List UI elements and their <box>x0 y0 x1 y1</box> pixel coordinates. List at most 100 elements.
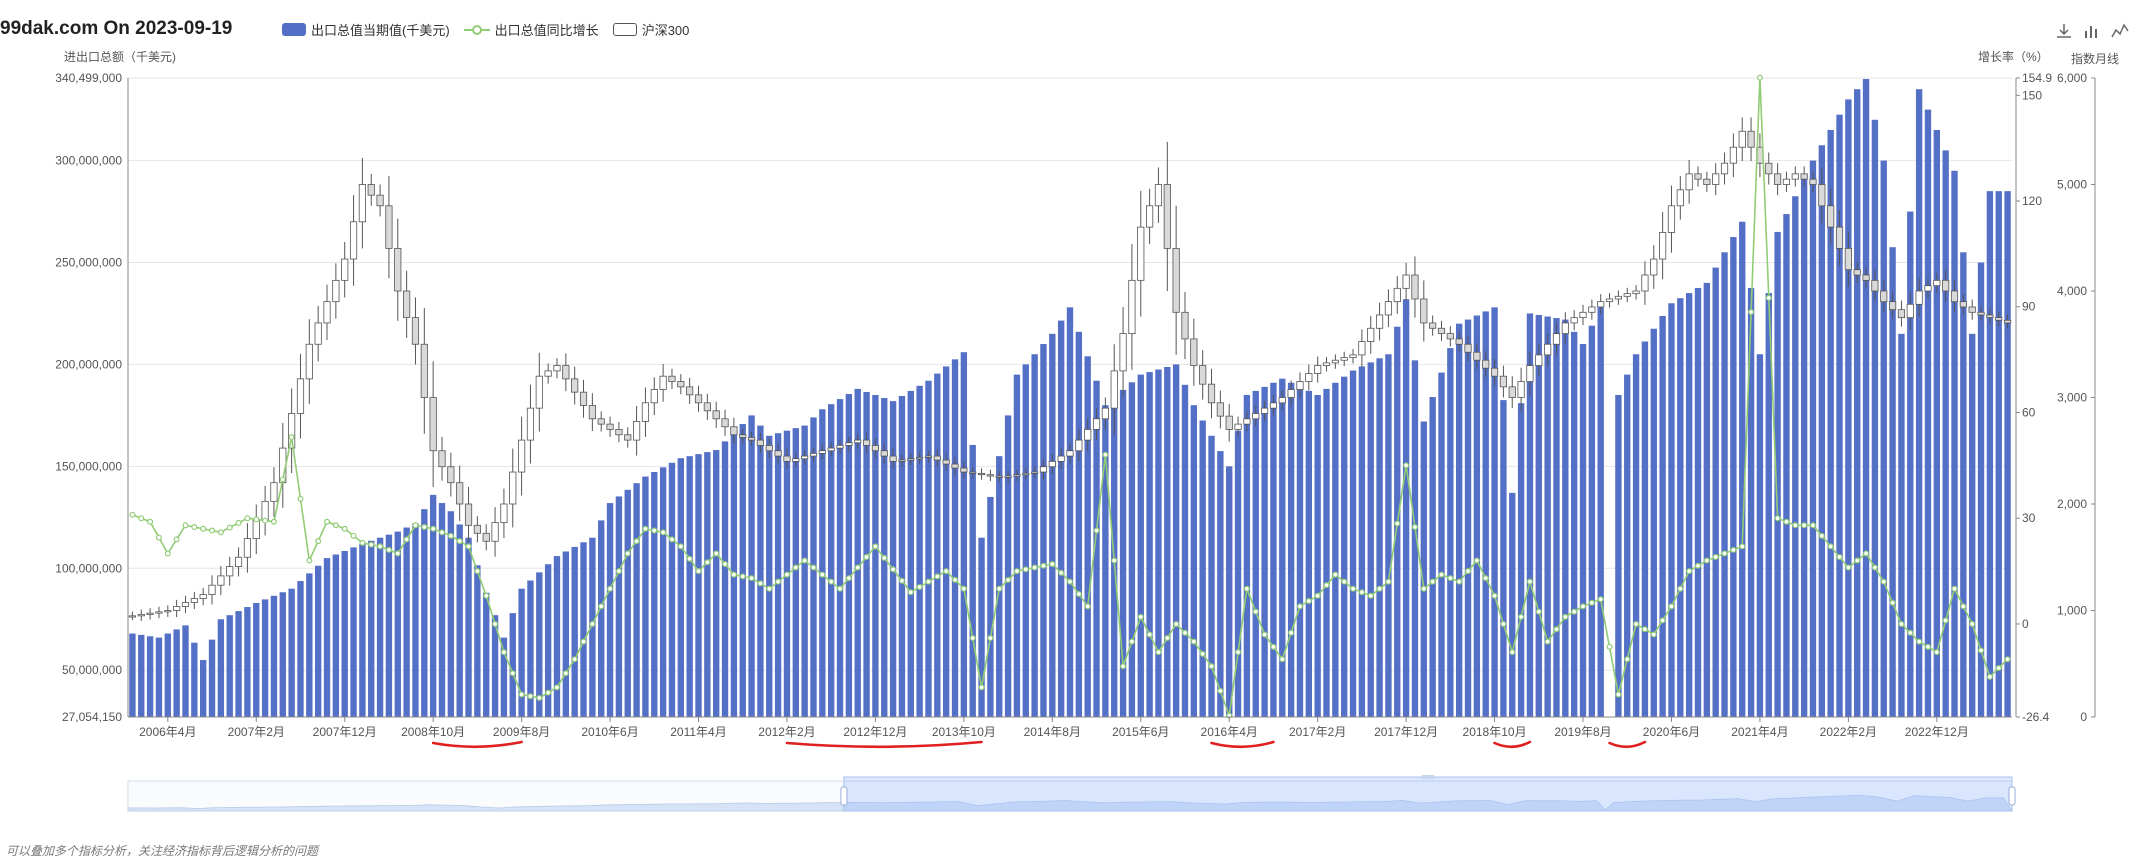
growth-point <box>633 538 640 545</box>
candle-body <box>288 413 296 449</box>
bar <box>1898 333 1905 717</box>
bar <box>1013 374 1021 717</box>
bar <box>598 520 605 717</box>
growth-point <box>1933 649 1940 656</box>
bar <box>465 537 472 717</box>
footnote: 可以叠加多个指标分析，关注经济指标背后逻辑分析的问题 <box>6 844 319 858</box>
candle-body <box>1287 389 1295 398</box>
candle-body <box>394 247 402 292</box>
candle-body <box>164 610 172 613</box>
growth-point <box>545 689 552 696</box>
bar <box>1544 316 1551 717</box>
legend-label-growth: 出口总值同比增长 <box>494 23 599 38</box>
bar <box>589 537 596 717</box>
bar <box>368 540 375 717</box>
x-tick-label: 2022年2月 <box>1820 725 1877 739</box>
bar <box>1650 328 1657 717</box>
growth-point <box>925 578 932 585</box>
bar <box>1208 435 1215 717</box>
candle-body <box>933 455 941 461</box>
x-tick-label: 2009年8月 <box>493 725 550 739</box>
legend-item-growth[interactable]: 出口总值同比增长 <box>463 20 599 39</box>
zoom-handle[interactable] <box>2008 786 2016 806</box>
y-mid-tick-label: 90 <box>2022 300 2036 314</box>
candle-body <box>1659 232 1667 260</box>
candle-body <box>1561 322 1569 335</box>
growth-point <box>1633 620 1640 627</box>
growth-point <box>1376 585 1383 592</box>
growth-point <box>1447 575 1454 582</box>
y-mid-tick-label: -26.4 <box>2022 710 2050 724</box>
candle-body <box>942 459 950 465</box>
bar <box>1721 252 1728 718</box>
growth-point <box>1385 578 1392 585</box>
candle-body <box>1791 173 1799 180</box>
bar-chart-icon[interactable] <box>2083 22 2101 40</box>
bar <box>1562 319 1569 717</box>
bar <box>757 425 764 717</box>
bar <box>1385 354 1392 717</box>
candle-body <box>1402 274 1410 289</box>
candle-body <box>1367 327 1375 342</box>
legend-label-hs300: 沪深300 <box>641 23 690 38</box>
growth-point <box>1836 553 1843 560</box>
zoom-move-handle[interactable] <box>1420 775 1435 779</box>
candle-body <box>1597 301 1605 308</box>
candle-body <box>871 445 879 452</box>
x-tick-label: 2010年6月 <box>581 725 638 739</box>
bar <box>1517 403 1525 717</box>
growth-point <box>828 578 835 585</box>
y-right-tick-label: 4,000 <box>2057 284 2087 298</box>
candle-body <box>1429 322 1437 329</box>
bar <box>306 573 313 717</box>
line-chart-icon[interactable] <box>2111 22 2129 40</box>
growth-point <box>1314 592 1321 599</box>
zoom-selected-range[interactable] <box>843 776 2013 812</box>
candle-body <box>349 221 358 260</box>
candle-body <box>588 405 596 420</box>
growth-point <box>881 554 888 561</box>
growth-point <box>456 538 463 545</box>
download-icon[interactable] <box>2055 22 2073 40</box>
growth-point <box>129 511 136 518</box>
growth-point <box>377 543 384 550</box>
y-mid-axis-title: 增长率（%） <box>1978 49 2049 64</box>
bar <box>509 613 516 717</box>
annotation-underline <box>1210 740 1275 749</box>
bar <box>960 352 968 717</box>
candle-body <box>535 375 543 409</box>
bar <box>1800 178 1808 718</box>
candle-body <box>403 290 411 319</box>
candle-body <box>1137 226 1145 281</box>
growth-point <box>1235 649 1242 656</box>
bar <box>1164 366 1171 717</box>
candle-body <box>376 194 384 207</box>
candle-body <box>1641 274 1649 292</box>
legend: 出口总值当期值(千美元) 出口总值同比增长 沪深300 <box>282 20 689 39</box>
growth-point <box>907 589 914 596</box>
candle-body <box>880 450 888 457</box>
bar <box>1473 315 1481 717</box>
candle-body <box>1473 351 1481 361</box>
legend-item-hs300[interactable]: 沪深300 <box>612 20 690 39</box>
candle-body <box>1243 418 1251 425</box>
growth-point <box>412 522 419 529</box>
candle-body <box>1623 293 1631 297</box>
growth-point <box>1261 631 1268 638</box>
growth-point <box>872 543 879 550</box>
bar <box>1341 376 1348 717</box>
candle-body <box>1482 359 1490 369</box>
legend-item-export-value[interactable]: 出口总值当期值(千美元) <box>282 20 450 39</box>
candle-body <box>579 391 588 406</box>
candle-body <box>341 258 349 281</box>
bar <box>536 572 543 717</box>
bar <box>332 554 340 717</box>
growth-point <box>341 525 348 532</box>
x-tick-label: 2007年2月 <box>228 725 285 739</box>
zoom-handle[interactable] <box>840 786 848 806</box>
y-right-tick-label: 0 <box>2080 710 2087 724</box>
candle-body <box>296 378 305 414</box>
candle-body <box>1924 285 1932 292</box>
growth-point <box>1730 546 1737 553</box>
y-right-tick-label: 5,000 <box>2057 178 2087 192</box>
